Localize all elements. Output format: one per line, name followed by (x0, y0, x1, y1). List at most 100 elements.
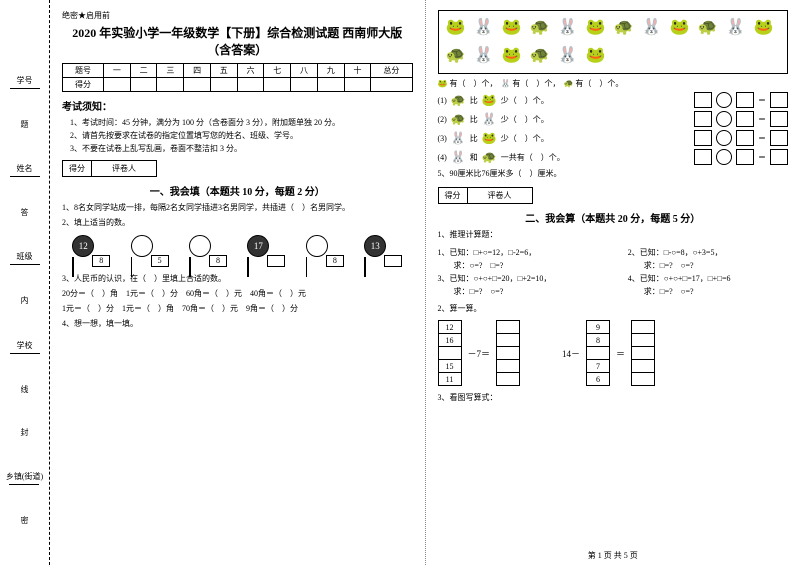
op-text: －7＝ (468, 347, 491, 360)
score-table: 题号 一 二 三 四 五 六 七 八 九 十 总分 得分 (62, 63, 413, 92)
calc-item: 2、已知：□-○=8，○+3=5， (628, 247, 788, 258)
animal-b-icon: 🐸 (482, 93, 497, 108)
frog-icon: 🐸 (585, 45, 607, 67)
sign: 8 (189, 235, 227, 267)
signs-row: 12 8 5 8 17 8 (62, 235, 413, 267)
compare-tail: 一共有（ ）个。 (501, 152, 565, 163)
num-stack-ans1 (496, 321, 520, 386)
bind-label: 乡镇(街道) (6, 471, 43, 482)
operator-circle (716, 92, 732, 108)
sign: 12 8 (72, 235, 110, 267)
calc-item: 求：□=? ○=? (438, 286, 598, 297)
sign-flag: 5 (151, 255, 169, 267)
compare-row: (2)🐢比🐰少（ ）个。＝ (438, 111, 789, 127)
sign-flag: 8 (326, 255, 344, 267)
calc-item: 求：○=? □=? (438, 260, 598, 271)
question-4: 4、想一想，填一填。 (62, 318, 413, 330)
question-3-line: 20分＝（ ）角 1元＝（ ）分 60角＝（ ）元 40角＝（ ）元 (62, 288, 413, 300)
bind-mark: 题 (19, 120, 30, 134)
sign-circle: 17 (247, 235, 269, 257)
answer-box (736, 130, 754, 146)
rabbit-icon: 🐰 (725, 17, 747, 39)
sign-flag (384, 255, 402, 267)
bind-label: 姓名 (10, 163, 40, 174)
calc-item: 3、已知：○+○+□=20，□+2=10， (438, 273, 598, 284)
score-label: 得分 (439, 188, 468, 203)
num-stack-right: 9 8 7 6 (586, 321, 610, 386)
bind-mark: 答 (19, 208, 30, 222)
answer-box (770, 149, 788, 165)
bind-mark: 线 (19, 385, 30, 399)
op-text: 14－ (562, 347, 580, 360)
sign: 13 (364, 235, 402, 267)
sign: 8 (306, 235, 344, 267)
answer-box (770, 130, 788, 146)
compare-list: (1)🐢比🐸少（ ）个。＝(2)🐢比🐰少（ ）个。＝(3)🐰比🐸少（ ）个。＝(… (438, 92, 789, 165)
answer-box (770, 111, 788, 127)
sign: 5 (131, 235, 169, 267)
animal-b-icon: 🐸 (482, 131, 497, 146)
th: 二 (130, 63, 157, 77)
sign-circle (306, 235, 328, 257)
cell: 7 (586, 359, 610, 373)
bind-field: 学号 (10, 75, 40, 91)
frog-icon: 🐸 (753, 17, 775, 39)
bind-label: 学号 (10, 75, 40, 86)
cell: 9 (586, 320, 610, 334)
sign: 17 (247, 235, 285, 267)
operator-circle (716, 130, 732, 146)
calc-q1: 1、推理计算题： (438, 229, 789, 241)
th: 七 (264, 63, 291, 77)
binding-column: 学号 题 姓名 答 班级 内 学校 线 封 乡镇(街道) 密 (0, 0, 50, 565)
section2-title: 二、我会算（本题共 20 分，每题 5 分） (438, 210, 789, 225)
turtle-icon: 🐢 (529, 45, 551, 67)
th: 九 (317, 63, 344, 77)
rabbit-icon: 🐰 (641, 17, 663, 39)
animal-b-icon: 🐢 (482, 150, 497, 165)
answer-box (736, 111, 754, 127)
calc-col-right: 2、已知：□-○=8，○+3=5， 求：□=? ○=? 4、已知：○+○+□=1… (628, 245, 788, 299)
th: 五 (210, 63, 237, 77)
notice-item: 3、不要在试卷上乱写乱画，卷面不整洁扣 3 分。 (70, 143, 413, 154)
bind-mark: 封 (19, 428, 30, 442)
calc-q3: 3、看图写算式： (438, 392, 789, 404)
question-3-intro: 3、人民币的认识，在（ ）里填上合适的数。 (62, 273, 413, 285)
sign-flag: 8 (209, 255, 227, 267)
compare-tail: 少（ ）个。 (501, 95, 549, 106)
answer-box (770, 92, 788, 108)
num-stack-left: 12 16 15 11 (438, 321, 462, 386)
score-value-row: 得分 (63, 77, 413, 91)
bind-mark: 内 (19, 296, 30, 310)
section1-title: 一、我会填（本题共 10 分，每题 2 分） (62, 183, 413, 198)
grader-label: 评卷人 (92, 161, 156, 176)
bind-field: 学校 (10, 340, 40, 356)
cell: 16 (438, 333, 462, 347)
th: 三 (157, 63, 184, 77)
compare-row: (1)🐢比🐸少（ ）个。＝ (438, 92, 789, 108)
compare-mid: 比 (470, 114, 478, 125)
sign-flag: 8 (92, 255, 110, 267)
calc-item: 4、已知：○+○+□=17，□+□=6 (628, 273, 788, 284)
th: 六 (237, 63, 264, 77)
compare-row: (3)🐰比🐸少（ ）个。＝ (438, 130, 789, 146)
compare-idx: (1) (438, 96, 447, 105)
notice-item: 2、请首先按要求在试卷的指定位置填写您的姓名、班级、学号。 (70, 130, 413, 141)
score-header-row: 题号 一 二 三 四 五 六 七 八 九 十 总分 (63, 63, 413, 77)
animal-a-icon: 🐢 (451, 112, 466, 127)
th: 一 (104, 63, 131, 77)
turtle-icon: 🐢 (697, 17, 719, 39)
question-3-line: 1元＝（ ）分 1元＝（ ）角 70角＝（ ）元 9角＝（ ）分 (62, 303, 413, 315)
equals: ＝ (758, 133, 766, 144)
animal-b-icon: 🐰 (482, 112, 497, 127)
th: 总分 (371, 63, 412, 77)
cell (586, 346, 610, 360)
turtle-icon: 🐢 (613, 17, 635, 39)
notice-item: 1、考试时间：45 分钟，满分为 100 分（含卷面分 3 分），附加题单独 2… (70, 117, 413, 128)
compare-tail: 少（ ）个。 (501, 114, 549, 125)
question-2: 2、填上适当的数。 (62, 217, 413, 229)
question-1: 1、8名女同学站成一排，每隔2名女同学插进3名男同学，共插进（ ）名男同学。 (62, 202, 413, 214)
turtle-icon: 🐢 (445, 45, 467, 67)
cell: 8 (586, 333, 610, 347)
rabbit-icon: 🐰 (473, 45, 495, 67)
th: 题号 (63, 63, 104, 77)
